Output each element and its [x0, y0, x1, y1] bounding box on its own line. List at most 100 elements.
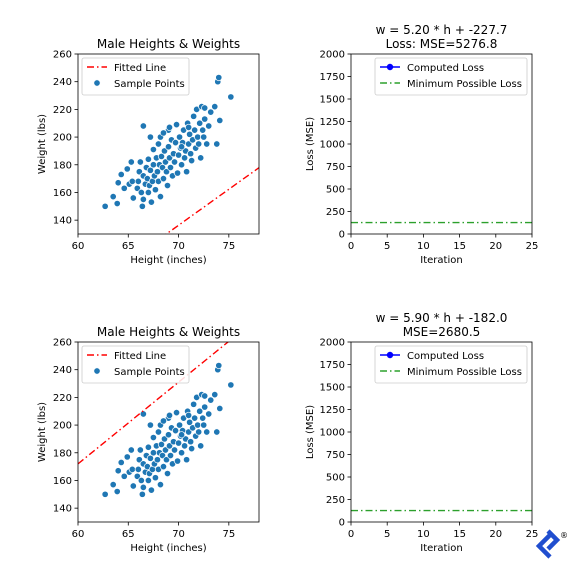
sample-point — [156, 193, 165, 201]
sample-point — [164, 143, 173, 151]
sample-point — [146, 133, 154, 141]
sample-point — [178, 431, 186, 439]
sample-point — [213, 428, 221, 436]
x-tick-label: 10 — [417, 529, 430, 540]
sample-point — [200, 421, 208, 429]
sample-point — [175, 151, 183, 159]
sample-point — [109, 193, 117, 201]
y-tick-label: 1500 — [320, 95, 345, 106]
sample-point — [147, 486, 155, 494]
legend-minimum-loss-label: Minimum Possible Loss — [407, 367, 522, 378]
fitted-line — [78, 342, 230, 465]
sample-point — [166, 163, 175, 172]
sample-point — [181, 154, 189, 162]
sample-point — [147, 198, 155, 206]
chart-2: Male Heights & Weights Height (inches) Wei… — [37, 325, 260, 554]
plot-area — [101, 73, 259, 234]
sample-point — [191, 126, 199, 134]
sample-point — [188, 445, 196, 453]
legend: Fitted Line Sample Points — [81, 57, 190, 96]
sample-point — [170, 158, 179, 166]
x-tick-label: 65 — [122, 241, 135, 252]
sample-point — [163, 469, 172, 478]
sample-point — [170, 446, 179, 454]
y-tick-label: 160 — [53, 188, 72, 199]
sample-point — [138, 202, 146, 210]
sample-point — [194, 421, 202, 429]
sample-point — [153, 456, 161, 464]
y-tick-label: 1250 — [320, 117, 345, 128]
x-axis-label: Iteration — [420, 543, 462, 554]
sample-point — [109, 481, 117, 489]
y-tick-label: 220 — [53, 105, 72, 116]
sample-point — [146, 454, 154, 462]
sample-point — [139, 483, 147, 491]
y-tick-label: 1000 — [320, 140, 345, 151]
sample-point — [127, 446, 135, 454]
legend-points-swatch — [93, 367, 101, 375]
sample-point — [159, 175, 168, 183]
sample-point — [144, 188, 152, 197]
x-axis-label: Height (inches) — [130, 255, 206, 266]
sample-point — [196, 119, 204, 127]
legend-computed-loss-marker — [386, 351, 394, 359]
sample-point — [165, 123, 174, 131]
sample-point — [127, 158, 135, 166]
sample-point — [128, 465, 136, 473]
x-tick-label: 20 — [489, 241, 502, 252]
sample-point — [215, 361, 223, 370]
sample-point — [216, 116, 224, 125]
legend-computed-loss-label: Computed Loss — [407, 351, 484, 362]
sample-point — [139, 410, 147, 418]
x-tick-label: 75 — [222, 241, 235, 252]
sample-point — [174, 457, 182, 465]
sample-point — [203, 140, 211, 148]
legend-points-label: Sample Points — [114, 79, 185, 90]
sample-point — [190, 112, 198, 120]
y-tick-label: 0 — [339, 230, 345, 241]
sample-point — [139, 195, 147, 203]
sample-point — [176, 133, 184, 141]
sample-point — [187, 438, 195, 446]
plot-frame — [350, 53, 533, 235]
y-tick-label: 1750 — [320, 360, 345, 371]
sample-point — [175, 439, 183, 447]
legend-box — [81, 57, 190, 96]
sample-point — [159, 129, 168, 137]
y-tick-label: 250 — [326, 207, 345, 218]
sample-point — [137, 476, 145, 485]
sample-point — [195, 428, 203, 436]
y-tick-label: 2000 — [320, 50, 345, 61]
x-tick-label: 5 — [384, 529, 390, 540]
plot-frame — [77, 341, 260, 523]
x-tick-label: 25 — [526, 529, 539, 540]
sample-point — [117, 170, 125, 179]
y-tick-label: 200 — [53, 133, 72, 144]
x-tick-label: 75 — [222, 529, 235, 540]
sample-point — [117, 458, 125, 467]
legend-minimum-loss-label: Minimum Possible Loss — [407, 79, 522, 90]
sample-point — [197, 154, 205, 162]
sample-point — [185, 123, 193, 131]
sample-point — [114, 467, 122, 475]
plot-frame — [350, 341, 533, 523]
sample-point — [186, 418, 194, 426]
chart-title: w = 5.20 * h + -227.7 — [376, 23, 508, 37]
y-tick-label: 1000 — [320, 428, 345, 439]
legend-box — [374, 57, 528, 96]
sample-point — [151, 474, 159, 482]
x-tick-label: 15 — [453, 241, 466, 252]
legend-box — [374, 345, 528, 384]
y-tick-label: 200 — [53, 421, 72, 432]
x-tick-label: 10 — [417, 241, 430, 252]
legend: Fitted Line Sample Points — [81, 345, 190, 384]
y-tick-label: 140 — [53, 216, 72, 227]
sample-point — [146, 421, 154, 429]
sample-point — [146, 166, 154, 174]
sample-point — [201, 115, 209, 123]
sample-point — [207, 108, 215, 116]
sample-point — [138, 490, 146, 498]
sample-point — [159, 463, 168, 471]
